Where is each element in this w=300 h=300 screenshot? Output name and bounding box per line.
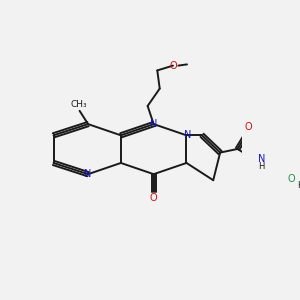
Text: N: N	[150, 119, 158, 129]
Text: N: N	[258, 154, 266, 164]
Text: O: O	[244, 122, 252, 132]
Text: O: O	[170, 61, 177, 70]
Text: O: O	[287, 174, 295, 184]
Text: N: N	[84, 169, 92, 179]
Text: CH₃: CH₃	[70, 100, 87, 109]
Text: N: N	[184, 130, 191, 140]
Text: O: O	[150, 193, 158, 203]
Text: H: H	[259, 162, 265, 171]
Text: H: H	[297, 181, 300, 190]
